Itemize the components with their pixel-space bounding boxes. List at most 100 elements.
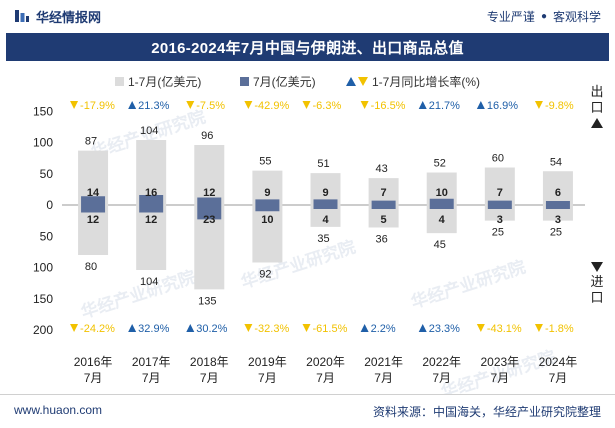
- brand-logo-icon: [15, 10, 29, 22]
- slogan-left: 专业严谨: [486, 9, 535, 24]
- export-ytd-label: 87: [85, 136, 97, 148]
- import-ytd-label: 35: [317, 233, 329, 245]
- export-month-label: 9: [322, 187, 328, 199]
- slogan-right: 客观科学: [552, 9, 601, 24]
- y-tick-label: 150: [33, 104, 53, 118]
- export-month-label: 14: [87, 187, 100, 199]
- import-growth-label: -61.5%: [313, 323, 348, 335]
- import-growth-label: 30.2%: [196, 323, 227, 335]
- export-month-bar: [313, 199, 338, 205]
- import-month-label: 10: [261, 214, 273, 226]
- import-side-char-1: 进: [590, 274, 603, 289]
- import-month-bar: [371, 205, 396, 209]
- export-growth-down-icon: [360, 101, 369, 109]
- export-side-char-2: 口: [590, 100, 603, 115]
- watermark-2: 华经产业研究院: [408, 256, 527, 312]
- export-ytd-bar: [78, 150, 109, 205]
- x-category-label-year: 2016年: [74, 355, 113, 369]
- brand-name: 华经情报网: [36, 9, 102, 25]
- export-side-char-1: 出: [590, 84, 603, 99]
- title-bar: 2016-2024年7月中国与伊朗进、出口商品总值: [6, 33, 609, 61]
- export-month-bar: [545, 201, 570, 205]
- export-growth-label: -6.3%: [313, 100, 342, 112]
- import-growth-label: -1.8%: [545, 323, 574, 335]
- import-growth-up-icon: [360, 324, 369, 332]
- import-growth-down-icon: [244, 324, 253, 332]
- import-month-label: 3: [497, 214, 503, 226]
- legend-down-triangle-icon: [358, 77, 368, 86]
- export-month-bar: [487, 200, 512, 205]
- export-growth-label: 21.7%: [429, 100, 460, 112]
- x-category-label-year: 2020年: [306, 355, 345, 369]
- import-side-char-2: 口: [590, 290, 603, 305]
- x-category-label-month: 7月: [84, 371, 103, 385]
- x-category-label-year: 2021年: [364, 355, 403, 369]
- x-category-label-month: 7月: [432, 371, 451, 385]
- x-category-label-month: 7月: [200, 371, 219, 385]
- export-ytd-bar: [136, 140, 167, 205]
- import-growth-label: 2.2%: [371, 323, 396, 335]
- x-category-label-year: 2024年: [539, 355, 578, 369]
- export-month-label: 7: [497, 187, 503, 199]
- import-month-bar: [139, 205, 164, 213]
- import-month-bar: [197, 205, 222, 220]
- import-growth-down-icon: [476, 324, 485, 332]
- y-tick-label: 50: [40, 167, 54, 181]
- x-category-label-year: 2022年: [422, 355, 461, 369]
- import-ytd-bar: [310, 205, 341, 227]
- export-month-bar: [255, 199, 280, 205]
- import-growth-label: -32.3%: [254, 323, 289, 335]
- export-growth-up-icon: [128, 101, 137, 109]
- legend-label-ytd: 1-7月(亿美元): [128, 74, 201, 89]
- y-tick-label: 50: [40, 229, 54, 243]
- import-ytd-bar: [368, 205, 399, 228]
- brand[interactable]: 华经情报网: [14, 7, 101, 26]
- legend-label-month: 7月(亿美元): [253, 74, 316, 89]
- import-ytd-bar: [426, 205, 457, 234]
- export-ytd-bar: [368, 178, 399, 205]
- export-ytd-label: 54: [550, 156, 562, 168]
- import-ytd-label: 25: [492, 227, 504, 239]
- export-month-label: 16: [145, 187, 157, 199]
- export-growth-down-icon: [70, 101, 79, 109]
- y-tick-label: 150: [33, 292, 53, 306]
- slogan-dot: ●: [540, 10, 547, 22]
- import-ytd-label: 25: [550, 227, 562, 239]
- footer-website[interactable]: www.huaon.com: [14, 403, 103, 417]
- x-category-label-month: 7月: [316, 371, 335, 385]
- export-ytd-label: 43: [375, 163, 387, 175]
- export-month-bar: [139, 195, 164, 205]
- export-growth-down-icon: [186, 101, 195, 109]
- chart-title: 2016-2024年7月中国与伊朗进、出口商品总值: [151, 39, 464, 57]
- export-ytd-bar: [194, 145, 225, 205]
- export-month-label: 10: [436, 187, 448, 199]
- import-ytd-label: 104: [140, 276, 158, 288]
- import-growth-down-icon: [70, 324, 79, 332]
- export-growth-label: 16.9%: [487, 100, 518, 112]
- import-ytd-label: 36: [375, 234, 387, 246]
- export-growth-label: -7.5%: [196, 100, 225, 112]
- export-ytd-label: 96: [201, 130, 213, 142]
- footer-source: 资料来源：中国海关，华经产业研究院整理: [372, 405, 601, 419]
- export-month-label: 6: [555, 187, 561, 199]
- footer: www.huaon.com 资料来源：中国海关，华经产业研究院整理: [0, 394, 615, 428]
- import-growth-label: -24.2%: [80, 323, 115, 335]
- export-ytd-label: 60: [492, 153, 504, 165]
- import-ytd-bar: [78, 205, 109, 255]
- import-growth-up-icon: [186, 324, 195, 332]
- import-month-bar: [313, 205, 338, 209]
- export-month-label: 12: [203, 187, 215, 199]
- y-tick-label: 200: [33, 323, 53, 337]
- import-month-label: 4: [439, 214, 446, 226]
- import-month-label: 23: [203, 214, 215, 226]
- x-category-label-year: 2019年: [248, 355, 287, 369]
- top-bar: 华经情报网 专业严谨 ● 客观科学: [0, 0, 615, 32]
- import-ytd-label: 45: [434, 239, 446, 251]
- export-month-label: 9: [264, 187, 270, 199]
- export-ytd-bar: [484, 167, 515, 205]
- export-ytd-label: 52: [434, 158, 446, 170]
- import-down-arrow-icon: [591, 262, 603, 272]
- import-growth-up-icon: [128, 324, 137, 332]
- import-ytd-label: 80: [85, 261, 97, 273]
